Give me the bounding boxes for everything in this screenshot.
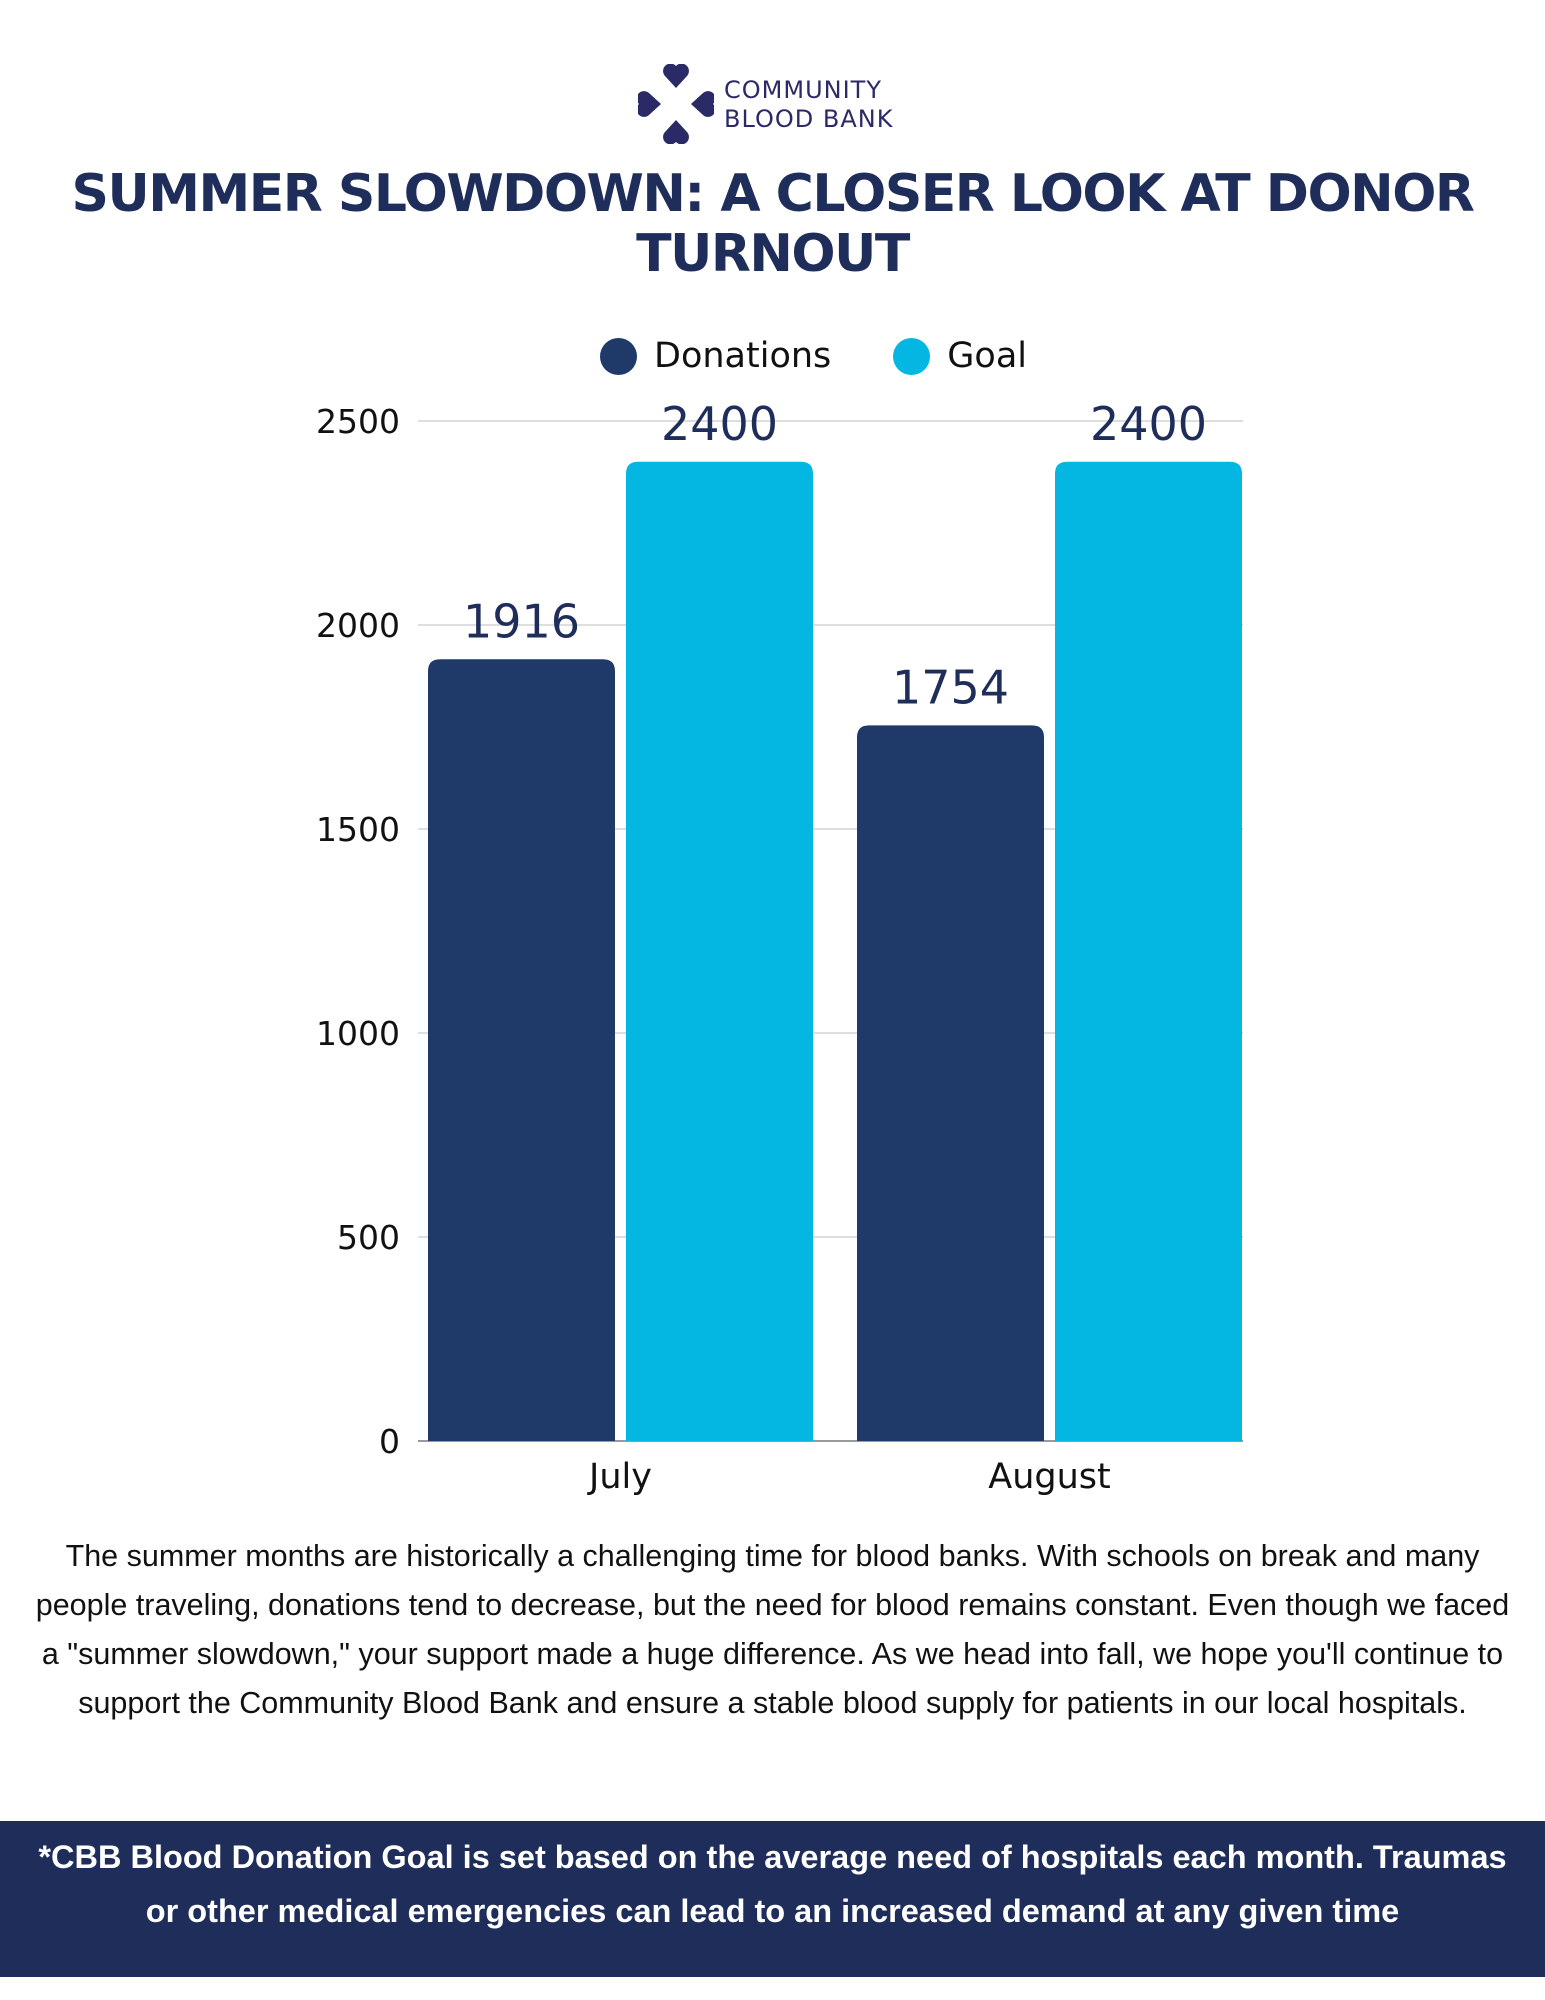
brand-line-2: BLOOD BANK xyxy=(724,105,894,133)
bar-goal-august xyxy=(1055,461,1242,1441)
page-title: SUMMER SLOWDOWN: A CLOSER LOOK AT DONOR … xyxy=(71,164,1475,284)
x-axis-ticks: July August xyxy=(587,1457,1111,1497)
data-label: 1754 xyxy=(892,660,1009,714)
data-labels: 1916 2400 1754 2400 xyxy=(463,397,1207,715)
data-label: 2400 xyxy=(661,397,778,451)
legend-item-goal: Goal xyxy=(893,336,1027,376)
y-tick-label: 0 xyxy=(379,1422,400,1461)
legend-item-donations: Donations xyxy=(600,336,831,376)
brand-line-1: COMMUNITY xyxy=(724,76,882,104)
description-paragraph: The summer months are historically a cha… xyxy=(35,1539,1510,1720)
hearts-logo-icon xyxy=(638,64,714,144)
bar-goal-july xyxy=(626,461,813,1441)
y-tick-label: 2000 xyxy=(316,606,400,645)
y-axis-ticks: 0 500 1000 1500 2000 2500 xyxy=(316,402,400,1461)
y-tick-label: 1000 xyxy=(316,1014,400,1053)
bar-donations-july xyxy=(428,659,615,1441)
legend-dot-goal-icon xyxy=(893,337,931,375)
y-tick-label: 500 xyxy=(337,1218,400,1257)
y-tick-label: 1500 xyxy=(316,810,400,849)
data-label: 1916 xyxy=(463,594,580,648)
footnote-banner: *CBB Blood Donation Goal is set based on… xyxy=(0,1821,1545,1977)
logo: COMMUNITY BLOOD BANK xyxy=(638,62,918,148)
legend-label-goal: Goal xyxy=(947,336,1027,376)
chart-legend: Donations Goal xyxy=(600,334,1089,378)
x-tick-label: August xyxy=(988,1457,1110,1497)
brand-name: COMMUNITY BLOOD BANK xyxy=(724,76,893,134)
bar-donations-august xyxy=(857,725,1044,1441)
y-tick-label: 2500 xyxy=(316,402,400,441)
x-tick-label: July xyxy=(587,1457,652,1497)
legend-dot-donations-icon xyxy=(600,337,637,375)
footnote-text: *CBB Blood Donation Goal is set based on… xyxy=(38,1839,1507,1929)
legend-label-donations: Donations xyxy=(654,336,832,376)
bar-chart: 0 500 1000 1500 2000 2500 1916 2400 1754 2400 Ju… xyxy=(316,397,1243,1497)
data-label: 2400 xyxy=(1090,397,1207,451)
bars xyxy=(428,461,1242,1441)
